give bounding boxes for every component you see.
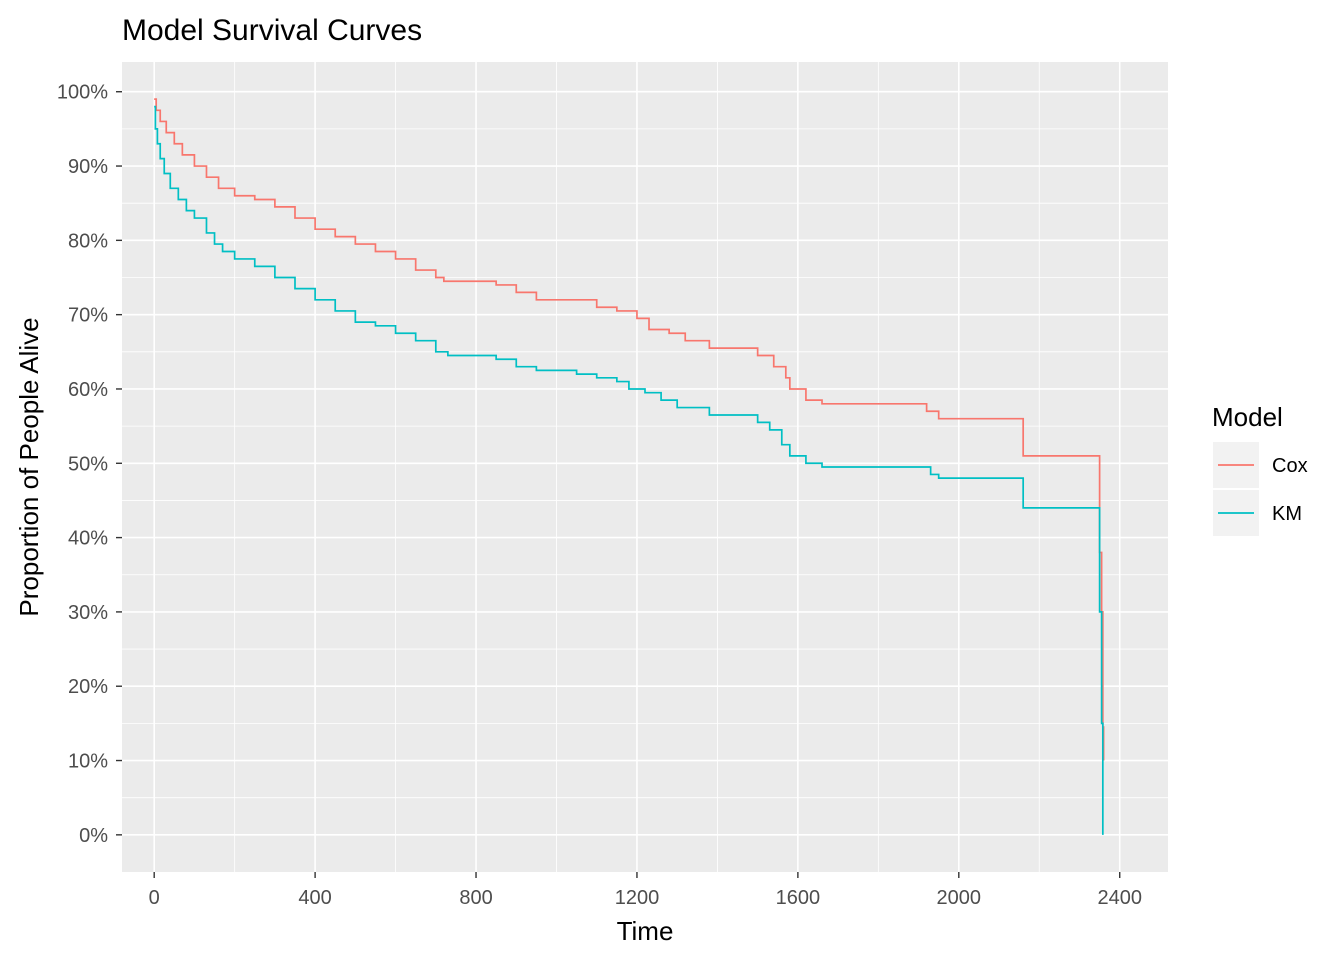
y-tick-label: 10% bbox=[68, 751, 108, 773]
x-tick-label: 1200 bbox=[615, 887, 660, 909]
y-tick-label: 50% bbox=[68, 453, 108, 475]
series-line-km bbox=[154, 105, 1104, 835]
x-axis: 0 400 800 1200 1600 2000 2400 bbox=[149, 872, 1142, 909]
y-tick-label: 60% bbox=[68, 379, 108, 401]
y-axis-title: Proportion of People Alive bbox=[14, 317, 44, 616]
x-tick-label: 2400 bbox=[1097, 887, 1142, 909]
y-tick-label: 100% bbox=[57, 82, 108, 104]
plot-panel bbox=[122, 62, 1168, 872]
x-tick-label: 2000 bbox=[937, 887, 982, 909]
y-tick-label: 90% bbox=[68, 156, 108, 178]
y-tick-label: 30% bbox=[68, 602, 108, 624]
legend-label-km: KM bbox=[1272, 503, 1302, 525]
y-tick-label: 0% bbox=[79, 825, 108, 847]
x-tick-label: 400 bbox=[298, 887, 331, 909]
y-tick-label: 70% bbox=[68, 305, 108, 327]
legend: Model Cox KM bbox=[1212, 402, 1308, 536]
x-tick-label: 0 bbox=[149, 887, 160, 909]
x-tick-label: 800 bbox=[459, 887, 492, 909]
series-lines bbox=[154, 98, 1105, 835]
x-tick-label: 1600 bbox=[776, 887, 821, 909]
x-axis-title: Time bbox=[617, 916, 674, 946]
y-axis: 0% 10% 20% 30% 40% 50% 60% 70% 80% 90% 100% bbox=[57, 82, 122, 847]
chart-title: Model Survival Curves bbox=[122, 14, 422, 47]
legend-label-cox: Cox bbox=[1272, 455, 1308, 477]
legend-title: Model bbox=[1212, 402, 1283, 432]
series-line-cox bbox=[154, 98, 1105, 761]
y-tick-label: 20% bbox=[68, 676, 108, 698]
y-tick-label: 80% bbox=[68, 230, 108, 252]
y-tick-label: 40% bbox=[68, 528, 108, 550]
major-gridlines bbox=[122, 62, 1168, 872]
